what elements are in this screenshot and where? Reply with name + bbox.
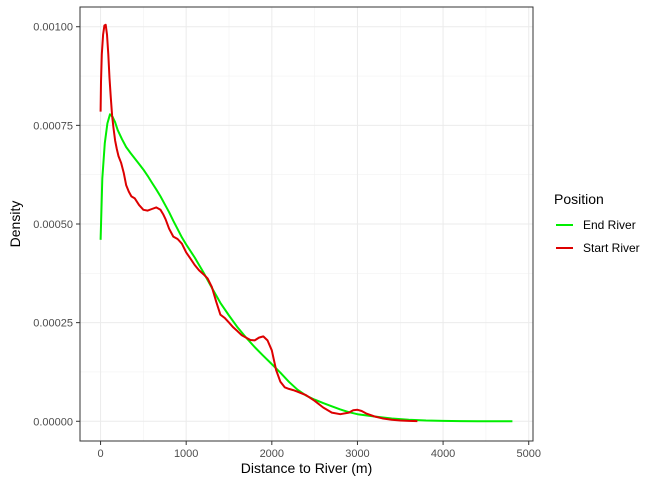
y-tick-label: 0.00000 — [33, 416, 73, 428]
x-tick-label: 0 — [97, 448, 103, 460]
series-line-start-river — [99, 23, 418, 423]
y-axis-title: Density — [7, 201, 23, 248]
legend-label-end-river: End River — [583, 218, 636, 232]
y-tick-label: 0.00025 — [33, 318, 73, 330]
axis-ticks — [76, 26, 530, 445]
x-tick-label: 5000 — [516, 448, 540, 460]
y-tick-label: 0.00075 — [33, 120, 73, 132]
legend-items: End River Start River — [556, 218, 640, 255]
legend: Position End River Start River — [554, 191, 640, 255]
legend-label-start-river: Start River — [583, 241, 640, 255]
x-tick-label: 1000 — [174, 448, 198, 460]
series-layer — [99, 23, 513, 423]
x-tick-label: 2000 — [260, 448, 284, 460]
axis-tick-labels: 0 1000 2000 3000 4000 5000 0.00000 0.00025 0.000… — [33, 22, 541, 460]
y-tick-label: 0.00100 — [33, 22, 73, 34]
y-tick-label: 0.00050 — [33, 219, 73, 231]
x-tick-label: 4000 — [431, 448, 455, 460]
grid-major — [80, 7, 533, 441]
x-tick-label: 3000 — [345, 448, 369, 460]
legend-title: Position — [554, 191, 604, 207]
x-axis-title: Distance to River (m) — [241, 460, 372, 476]
